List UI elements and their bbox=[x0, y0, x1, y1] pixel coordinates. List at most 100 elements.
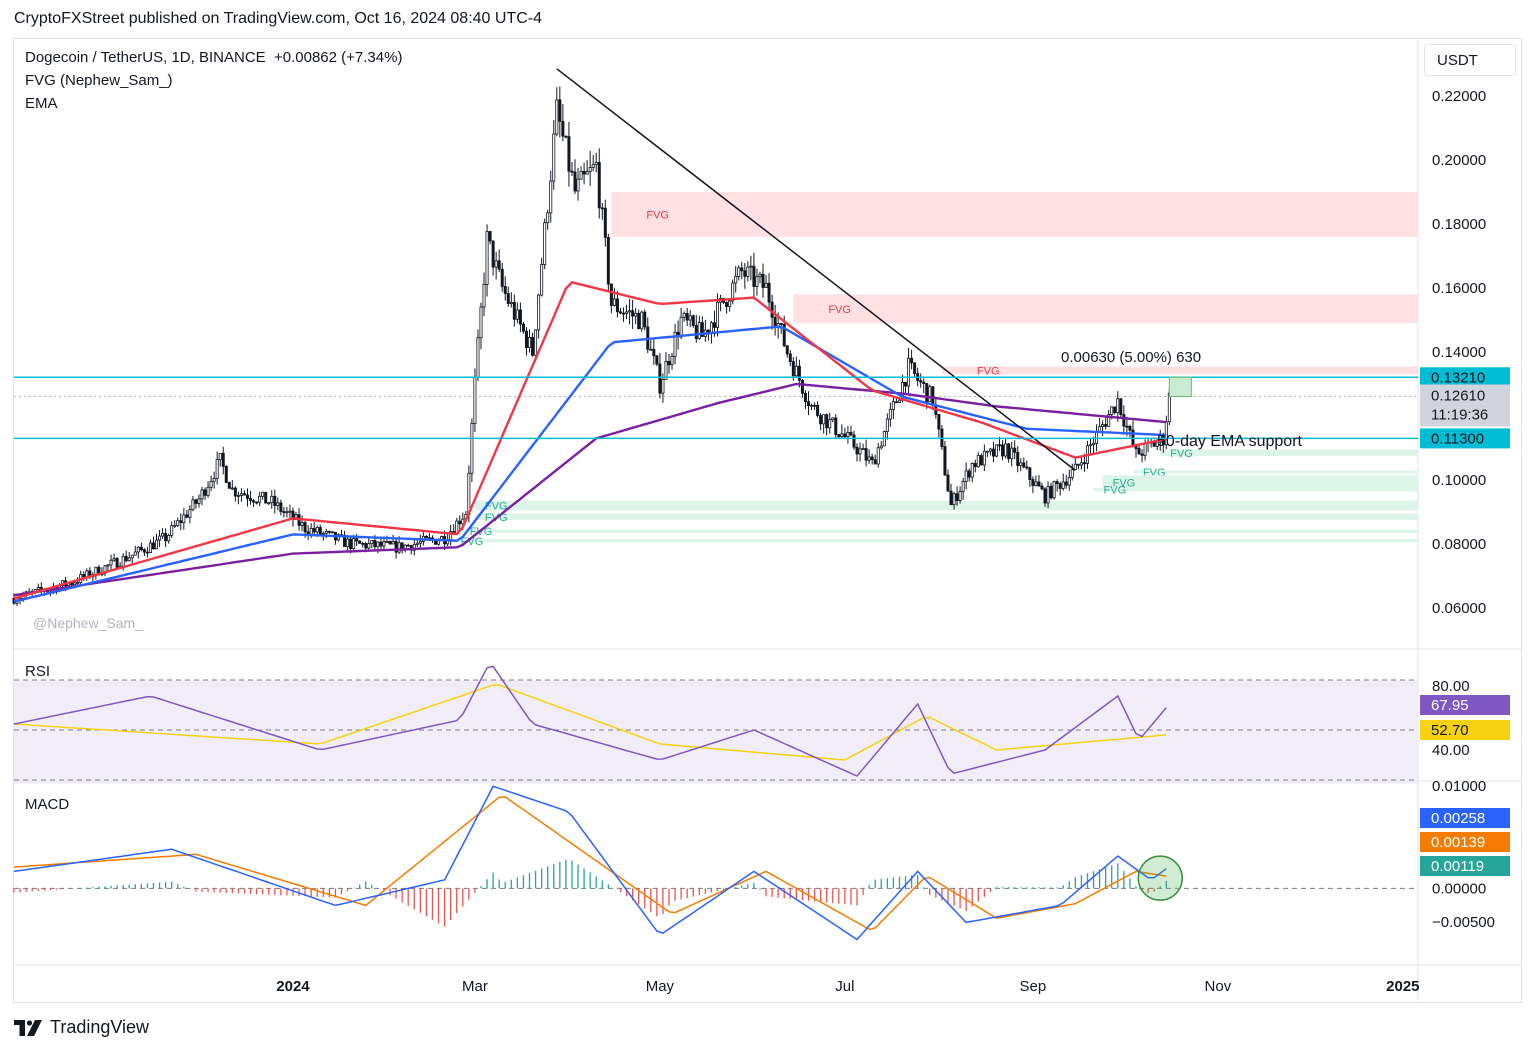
candle-body bbox=[115, 558, 119, 568]
candle-body bbox=[227, 482, 231, 489]
candle-body bbox=[1046, 485, 1050, 504]
candle-body bbox=[1037, 481, 1041, 487]
candle-body bbox=[318, 527, 322, 535]
rsi-value-tag: 52.70 bbox=[1431, 722, 1469, 739]
candle-body bbox=[273, 495, 277, 507]
candle-body bbox=[188, 509, 192, 518]
candle-body bbox=[282, 511, 286, 513]
candle-body bbox=[285, 511, 289, 514]
candle-body bbox=[849, 432, 853, 436]
legend-symbol[interactable]: Dogecoin / TetherUS, 1D, BINANCE +0.0086… bbox=[25, 49, 402, 66]
candle-body bbox=[728, 300, 732, 307]
candle-body bbox=[564, 135, 568, 138]
legend-ema[interactable]: EMA bbox=[25, 95, 58, 112]
fvg-bull-label: FVG bbox=[485, 501, 508, 513]
candle-body bbox=[843, 433, 847, 438]
legend-fvg[interactable]: FVG (Nephew_Sam_) bbox=[25, 72, 173, 89]
candle-body bbox=[673, 331, 677, 357]
candle-body bbox=[852, 434, 856, 448]
candle-body bbox=[625, 311, 629, 314]
candle-body bbox=[355, 538, 359, 542]
candle-body bbox=[731, 282, 735, 302]
rsi-value-tag-bg bbox=[1420, 720, 1510, 740]
candle-body bbox=[1067, 477, 1071, 486]
measure-box[interactable] bbox=[1168, 376, 1192, 397]
candle-body bbox=[794, 365, 798, 377]
candle-body bbox=[36, 587, 40, 590]
fvg-bear-zone bbox=[793, 294, 1418, 324]
candle-body bbox=[397, 542, 401, 553]
candle-body bbox=[670, 355, 674, 366]
candle-body bbox=[773, 316, 777, 328]
candle-body bbox=[1004, 443, 1008, 457]
candle-body bbox=[961, 481, 965, 492]
rsi-legend[interactable]: RSI bbox=[25, 663, 51, 680]
candle-body bbox=[476, 337, 480, 379]
candle-body bbox=[973, 462, 977, 468]
candle-body bbox=[816, 405, 820, 416]
candle-body bbox=[716, 301, 720, 328]
candle-body bbox=[834, 417, 838, 435]
footer-brand-label: TradingView bbox=[50, 1017, 150, 1037]
currency-selector[interactable]: USDT bbox=[1424, 44, 1516, 76]
candle-body bbox=[1167, 392, 1171, 423]
candle-body bbox=[364, 543, 368, 549]
candle-body bbox=[497, 260, 501, 270]
footer-brand[interactable]: TradingView bbox=[14, 1017, 149, 1038]
candle-body bbox=[376, 541, 380, 548]
candle-body bbox=[998, 444, 1002, 447]
ema-100-line bbox=[13, 325, 1167, 603]
candle-body bbox=[758, 273, 762, 278]
candle-body bbox=[133, 551, 137, 556]
candle-body bbox=[367, 543, 371, 549]
candle-body bbox=[415, 542, 419, 545]
fvg-bull-label: FVG bbox=[1170, 448, 1193, 460]
candle-body bbox=[618, 311, 622, 314]
candle-body bbox=[327, 530, 331, 533]
candle-body bbox=[330, 531, 334, 534]
candle-body bbox=[640, 311, 644, 330]
candle-body bbox=[813, 404, 817, 407]
trendline[interactable] bbox=[556, 68, 1076, 471]
candle-body bbox=[479, 306, 483, 339]
candle-body bbox=[191, 499, 195, 511]
candle-body bbox=[982, 450, 986, 466]
rsi-value-tag-bg bbox=[1420, 695, 1510, 715]
candle-body bbox=[537, 294, 541, 331]
chart-frame bbox=[13, 38, 1522, 1003]
candle-body bbox=[361, 543, 365, 545]
candle-body bbox=[76, 582, 80, 584]
candle-body bbox=[888, 409, 892, 420]
candle-body bbox=[521, 323, 525, 332]
macd-legend[interactable]: MACD bbox=[25, 796, 70, 813]
candle-body bbox=[867, 456, 871, 461]
watermark: @Nephew_Sam_ bbox=[33, 615, 143, 631]
candle-body bbox=[549, 180, 553, 214]
candle-body bbox=[785, 345, 789, 355]
candle-body bbox=[203, 489, 207, 496]
macd-value-tag-bg bbox=[1420, 856, 1510, 876]
candle-body bbox=[1010, 447, 1014, 460]
candle-body bbox=[121, 555, 125, 567]
candle-body bbox=[1098, 426, 1102, 432]
price-tick-label: 0.16000 bbox=[1432, 280, 1486, 297]
candle-body bbox=[170, 525, 174, 536]
candle-body bbox=[73, 582, 77, 586]
candle-body bbox=[224, 465, 228, 483]
candle-body bbox=[779, 323, 783, 325]
fvg-bear-label: FVG bbox=[828, 304, 851, 316]
candle-body bbox=[913, 362, 917, 374]
candle-body bbox=[970, 462, 974, 478]
candle-body bbox=[1128, 426, 1132, 431]
candle-body bbox=[594, 162, 598, 166]
candle-body bbox=[1076, 463, 1080, 466]
candle-body bbox=[482, 284, 486, 308]
candle-body bbox=[127, 557, 131, 562]
candle-body bbox=[755, 276, 759, 287]
candle-body bbox=[470, 423, 474, 474]
macd-value-tag-bg bbox=[1420, 832, 1510, 852]
candle-body bbox=[737, 267, 741, 277]
candle-body bbox=[388, 541, 392, 545]
publisher-header: CryptoFXStreet published on TradingView.… bbox=[14, 10, 542, 27]
